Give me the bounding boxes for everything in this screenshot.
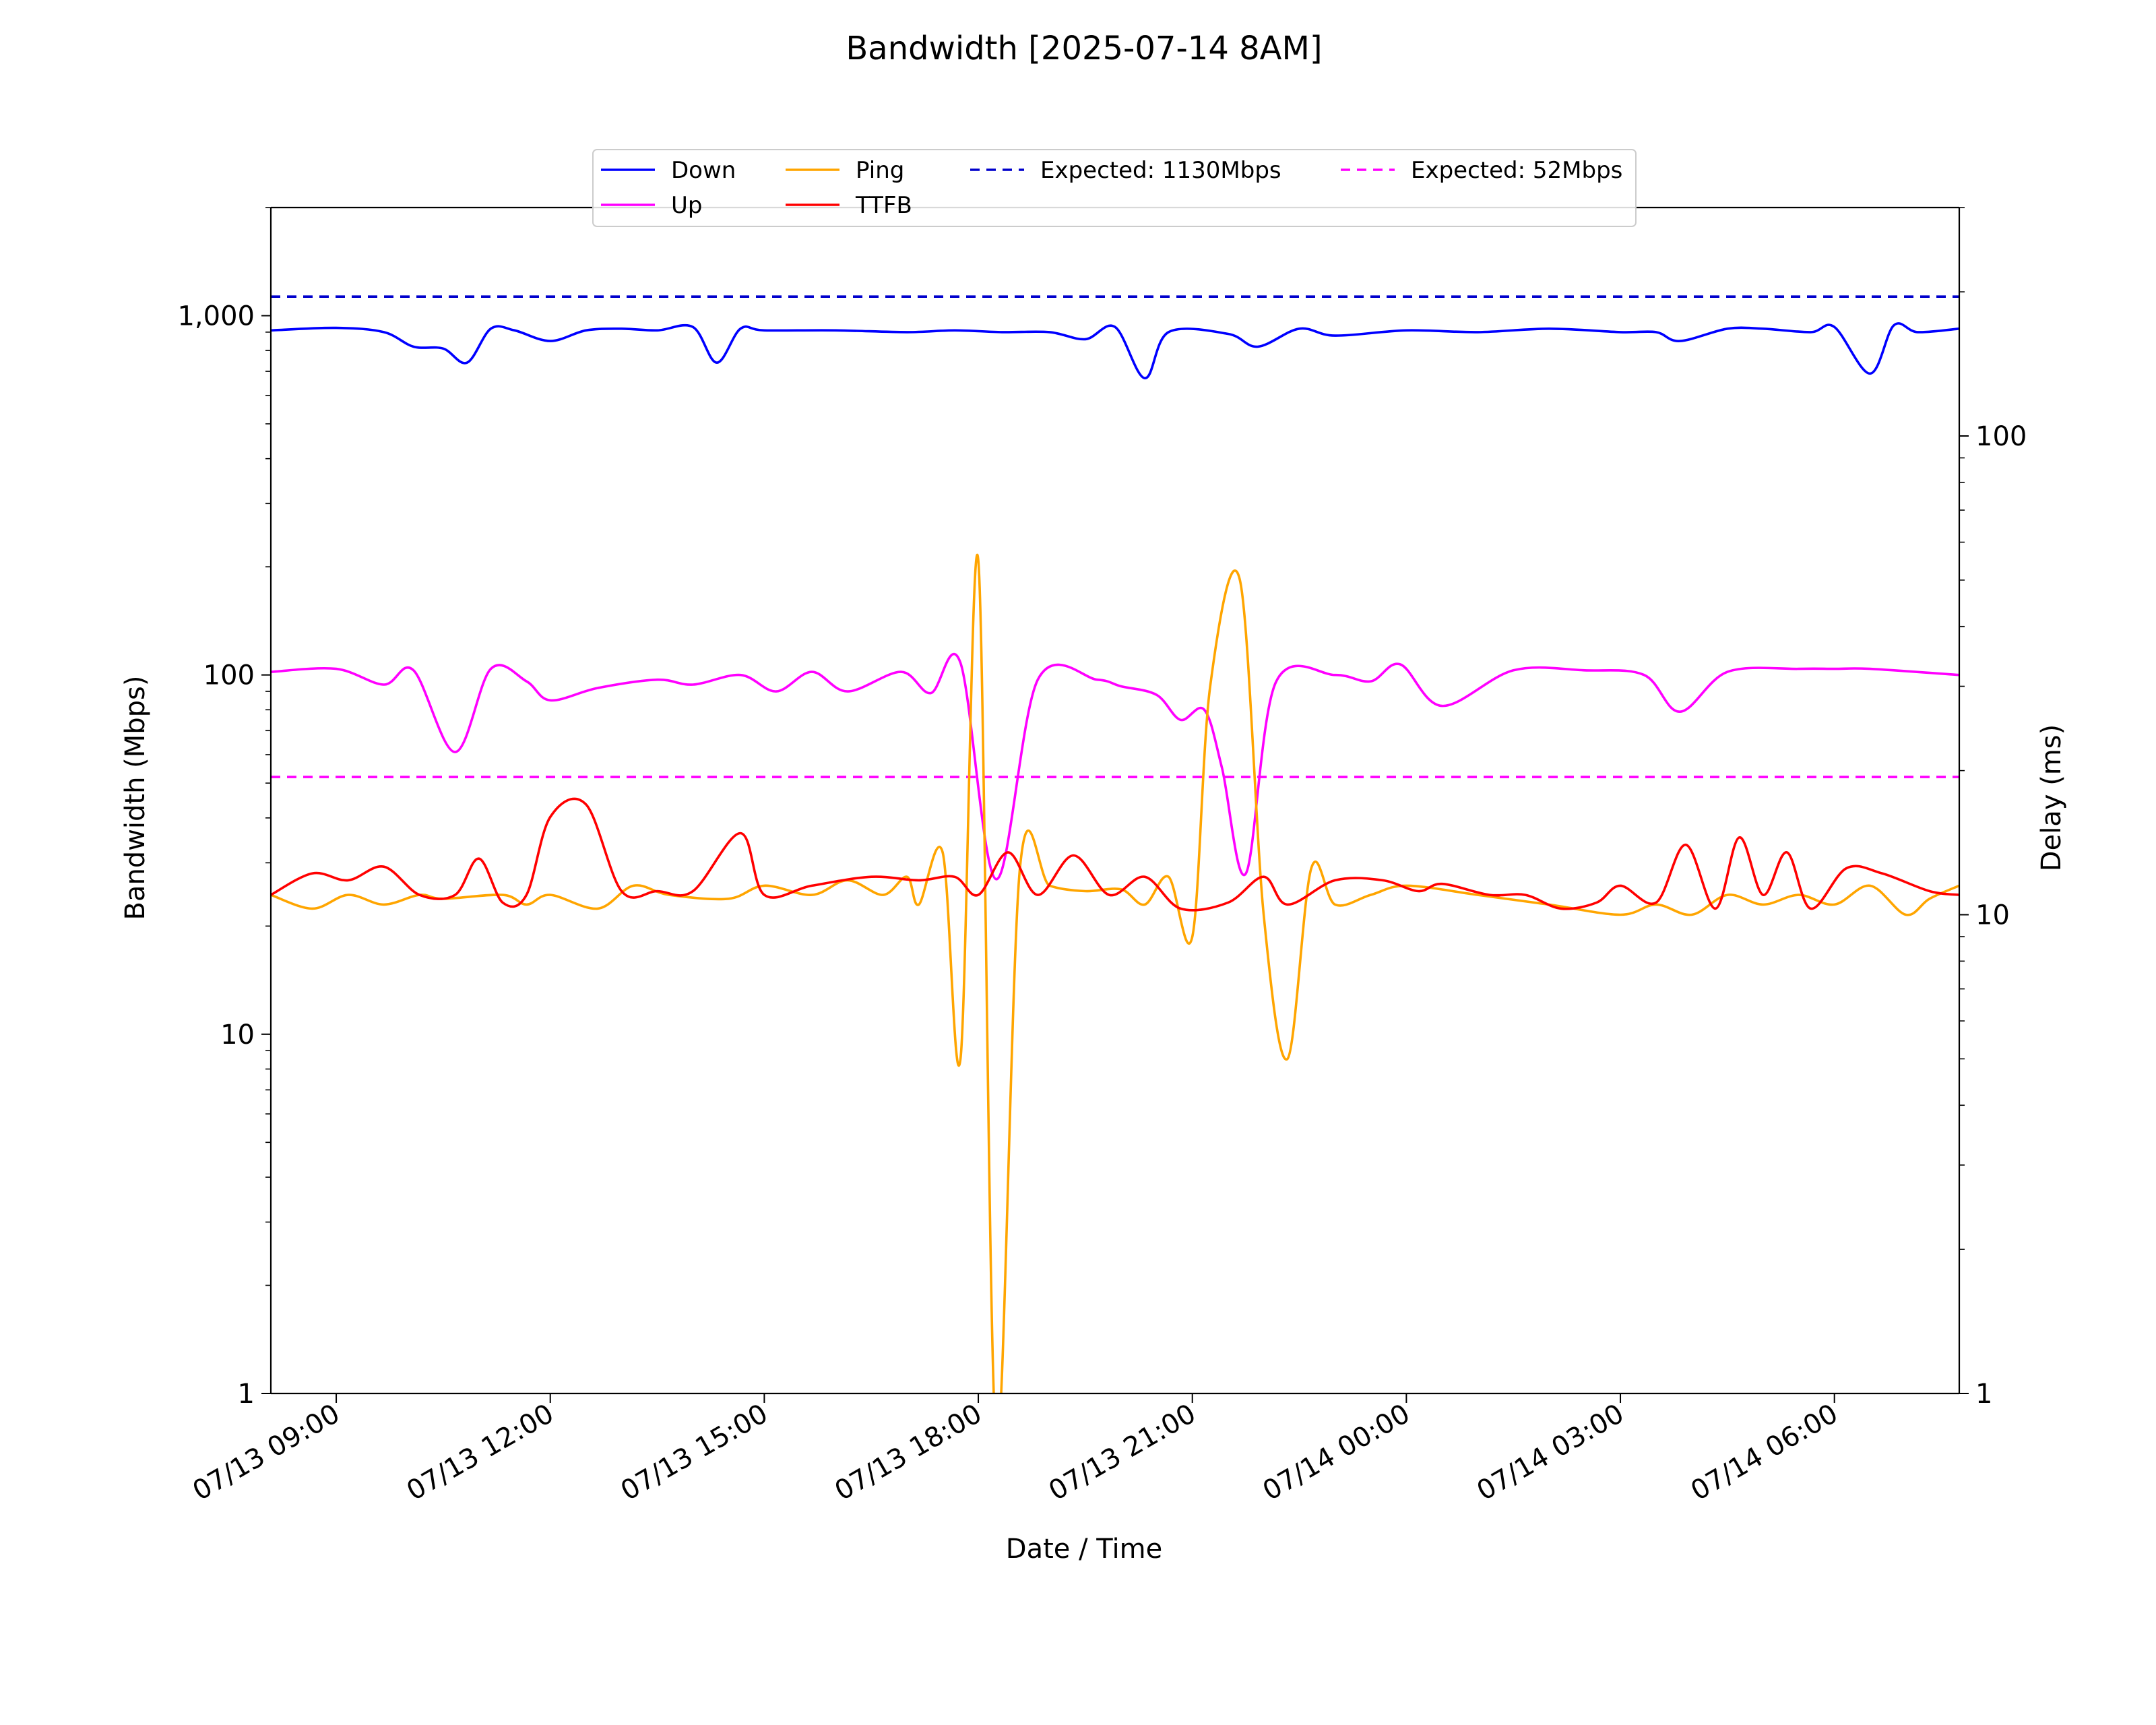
x-tick-label: 07/13 21:00 xyxy=(1044,1398,1201,1507)
legend-label: Expected: 52Mbps xyxy=(1411,157,1622,184)
legend: Down Up Ping TTFB Expected: 1130Mbps Expected… xyxy=(592,149,1637,227)
y-right-tick-label: 1 xyxy=(1975,1379,1992,1410)
series-line-up xyxy=(271,652,1959,881)
y-left-tick-label: 1 xyxy=(238,1379,255,1410)
legend-label: TTFB xyxy=(855,192,912,219)
chart-title: Bandwidth [2025-07-14 8AM] xyxy=(846,30,1322,67)
y-axis-right-label: Delay (ms) xyxy=(2036,724,2067,871)
y-right-tick-label: 10 xyxy=(1975,900,2010,931)
x-tick-label: 07/13 15:00 xyxy=(616,1398,773,1507)
y-left-tick-label: 1,000 xyxy=(177,301,255,332)
x-tick-label: 07/13 18:00 xyxy=(829,1398,987,1507)
x-tick-label: 07/13 09:00 xyxy=(187,1398,345,1507)
y-axis-left-label: Bandwidth (Mbps) xyxy=(120,675,151,920)
y-left-tick-label: 10 xyxy=(220,1020,255,1050)
legend-label: Up xyxy=(671,192,702,219)
x-axis-label: Date / Time xyxy=(1006,1534,1162,1565)
legend-label: Ping xyxy=(856,157,904,184)
x-tick-label: 07/14 06:00 xyxy=(1686,1398,1843,1507)
y-left-tick-label: 100 xyxy=(203,660,255,691)
x-tick-label: 07/14 00:00 xyxy=(1258,1398,1416,1507)
plot-area xyxy=(271,295,1959,1393)
series-line-ttfb xyxy=(271,797,1959,912)
y-right-tick-label: 100 xyxy=(1975,421,2027,452)
series-line-down xyxy=(271,322,1959,379)
legend-label: Expected: 1130Mbps xyxy=(1040,157,1281,184)
x-tick-label: 07/13 12:00 xyxy=(402,1398,559,1507)
x-tick-label: 07/14 03:00 xyxy=(1471,1398,1629,1507)
legend-label: Down xyxy=(671,157,736,184)
